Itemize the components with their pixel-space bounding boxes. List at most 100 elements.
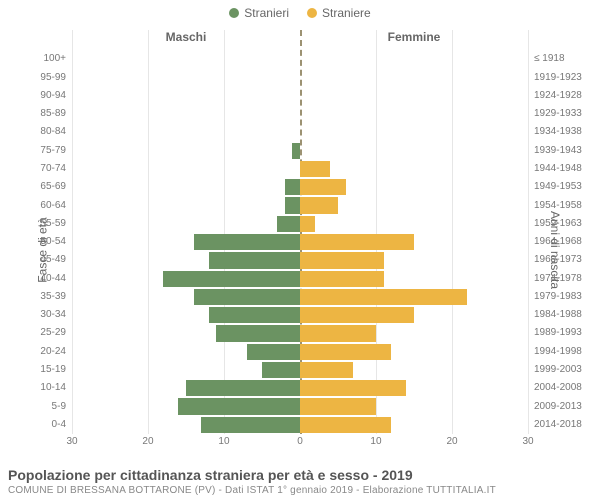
female-half <box>300 251 528 269</box>
male-half <box>72 87 300 105</box>
x-tick-label: 10 <box>218 436 229 447</box>
male-bar <box>194 234 300 250</box>
male-half <box>72 160 300 178</box>
pyramid-row <box>72 361 528 379</box>
female-bar <box>300 398 376 414</box>
pyramid-row <box>72 379 528 397</box>
male-half <box>72 416 300 434</box>
legend-male: Stranieri <box>229 6 289 20</box>
birth-year-label: 1999-2003 <box>534 365 582 375</box>
chart-subtitle: COMUNE DI BRESSANA BOTTARONE (PV) - Dati… <box>8 485 592 496</box>
birth-year-label: 1969-1973 <box>534 255 582 265</box>
pyramid-row <box>72 270 528 288</box>
pyramid-row <box>72 397 528 415</box>
birth-year-label: ≤ 1918 <box>534 54 565 64</box>
pyramid-chart: Stranieri Straniere Maschi Femmine Fasce… <box>0 0 600 500</box>
pyramid-row <box>72 105 528 123</box>
male-half <box>72 288 300 306</box>
female-bar <box>300 216 315 232</box>
pyramid-row <box>72 123 528 141</box>
female-bar <box>300 252 384 268</box>
female-half <box>300 50 528 68</box>
male-half <box>72 196 300 214</box>
legend-female-swatch <box>307 8 317 18</box>
female-bar <box>300 161 330 177</box>
age-label: 70-74 <box>0 164 66 174</box>
age-label: 15-19 <box>0 365 66 375</box>
age-label: 0-4 <box>0 420 66 430</box>
pyramid-row <box>72 233 528 251</box>
age-label: 60-64 <box>0 201 66 211</box>
birth-year-label: 1964-1968 <box>534 237 582 247</box>
male-bar <box>163 271 300 287</box>
female-half <box>300 324 528 342</box>
male-half <box>72 324 300 342</box>
female-half <box>300 123 528 141</box>
x-axis-ticks: 3020100102030 <box>72 436 528 450</box>
birth-year-label: 2009-2013 <box>534 402 582 412</box>
male-half <box>72 379 300 397</box>
pyramid-row <box>72 87 528 105</box>
male-bar <box>201 417 300 433</box>
female-half <box>300 270 528 288</box>
pyramid-row <box>72 288 528 306</box>
male-half <box>72 123 300 141</box>
male-half <box>72 361 300 379</box>
age-label: 35-39 <box>0 292 66 302</box>
female-half <box>300 416 528 434</box>
age-label: 90-94 <box>0 91 66 101</box>
male-bar <box>262 362 300 378</box>
birth-year-label: 1984-1988 <box>534 310 582 320</box>
legend-male-swatch <box>229 8 239 18</box>
age-label: 80-84 <box>0 127 66 137</box>
male-bar <box>209 307 300 323</box>
birth-year-label: 1934-1938 <box>534 127 582 137</box>
female-half <box>300 105 528 123</box>
female-bar <box>300 179 346 195</box>
pyramid-row <box>72 251 528 269</box>
birth-year-label: 2014-2018 <box>534 420 582 430</box>
legend: Stranieri Straniere <box>0 0 600 20</box>
male-bar <box>178 398 300 414</box>
age-label: 65-69 <box>0 182 66 192</box>
female-half <box>300 306 528 324</box>
female-half <box>300 142 528 160</box>
male-half <box>72 142 300 160</box>
female-bar <box>300 271 384 287</box>
age-label: 95-99 <box>0 73 66 83</box>
pyramid-row <box>72 306 528 324</box>
pyramid-row <box>72 324 528 342</box>
age-label: 25-29 <box>0 328 66 338</box>
birth-year-label: 1924-1928 <box>534 91 582 101</box>
male-half <box>72 68 300 86</box>
female-half <box>300 87 528 105</box>
pyramid-row <box>72 160 528 178</box>
male-bar <box>285 179 300 195</box>
pyramid-row <box>72 68 528 86</box>
x-tick-label: 10 <box>370 436 381 447</box>
female-half <box>300 160 528 178</box>
female-half <box>300 343 528 361</box>
plot-area <box>72 30 528 434</box>
pyramid-row <box>72 50 528 68</box>
chart-footer: Popolazione per cittadinanza straniera p… <box>8 467 592 496</box>
birth-year-label: 1994-1998 <box>534 347 582 357</box>
legend-female: Straniere <box>307 6 371 20</box>
age-label: 100+ <box>0 54 66 64</box>
female-bar <box>300 234 414 250</box>
male-half <box>72 251 300 269</box>
female-bar <box>300 417 391 433</box>
female-bar <box>300 380 406 396</box>
x-tick-label: 30 <box>522 436 533 447</box>
x-tick-label: 20 <box>142 436 153 447</box>
age-label: 20-24 <box>0 347 66 357</box>
birth-year-label: 1929-1933 <box>534 109 582 119</box>
male-bar <box>247 344 300 360</box>
female-half <box>300 178 528 196</box>
male-half <box>72 343 300 361</box>
age-label: 40-44 <box>0 274 66 284</box>
age-label: 30-34 <box>0 310 66 320</box>
birth-year-label: 1959-1963 <box>534 219 582 229</box>
age-label: 10-14 <box>0 383 66 393</box>
pyramid-row <box>72 178 528 196</box>
